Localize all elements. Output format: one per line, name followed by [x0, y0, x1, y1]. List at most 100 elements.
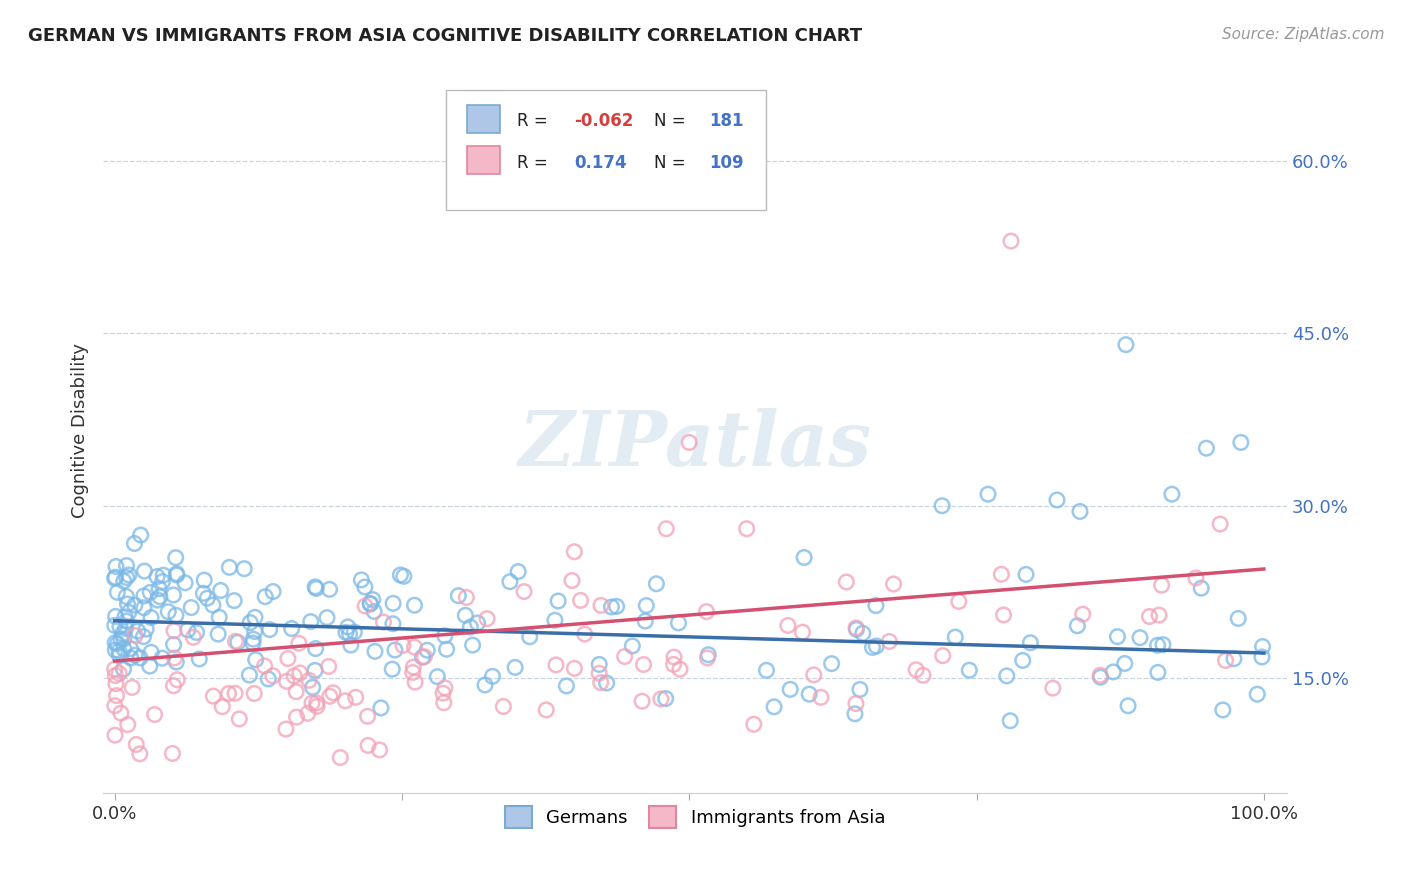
Point	[359, 597, 381, 611]
Point	[280, 622, 302, 636]
Point	[304, 664, 326, 678]
Point	[631, 694, 654, 708]
Point	[412, 650, 434, 665]
Point	[426, 670, 449, 684]
Point	[357, 739, 380, 753]
Text: 181: 181	[709, 112, 744, 130]
Point	[108, 644, 131, 658]
Point	[1071, 607, 1094, 622]
Point	[152, 568, 174, 582]
Point	[392, 639, 415, 653]
Point	[150, 651, 173, 665]
Point	[779, 682, 801, 697]
Point	[844, 706, 866, 721]
Bar	[467, 104, 499, 133]
Point	[152, 574, 174, 589]
Point	[467, 615, 489, 630]
Point	[1152, 638, 1174, 652]
Point	[381, 616, 404, 631]
Point	[132, 600, 155, 615]
Point	[124, 628, 146, 642]
Point	[905, 663, 928, 677]
Point	[650, 692, 672, 706]
Point	[165, 550, 187, 565]
Point	[977, 487, 1000, 501]
Point	[555, 679, 578, 693]
Point	[943, 630, 966, 644]
Point	[1185, 571, 1208, 585]
Point	[862, 640, 884, 655]
Point	[1115, 337, 1137, 351]
Point	[1139, 609, 1161, 624]
Point	[1161, 487, 1184, 501]
Point	[301, 681, 323, 695]
Point	[993, 607, 1015, 622]
Point	[135, 622, 157, 636]
Point	[1042, 681, 1064, 695]
Point	[104, 570, 127, 584]
Point	[335, 625, 357, 640]
Point	[316, 610, 339, 624]
Point	[208, 610, 231, 624]
Point	[233, 562, 256, 576]
Point	[1215, 653, 1237, 667]
Point	[104, 609, 127, 624]
Point	[254, 590, 277, 604]
Point	[115, 590, 138, 604]
Point	[207, 627, 229, 641]
Point	[392, 569, 415, 583]
Point	[454, 608, 477, 623]
Point	[460, 620, 482, 634]
Point	[461, 638, 484, 652]
Point	[404, 640, 426, 654]
Point	[363, 604, 385, 618]
Point	[224, 593, 246, 607]
Point	[186, 625, 208, 640]
Point	[735, 522, 758, 536]
Point	[404, 675, 426, 690]
Point	[157, 605, 180, 619]
Legend: Germans, Immigrants from Asia: Germans, Immigrants from Asia	[498, 798, 893, 835]
Point	[104, 677, 127, 691]
Point	[115, 614, 138, 628]
Point	[475, 612, 498, 626]
Point	[1090, 668, 1112, 682]
Point	[799, 687, 821, 701]
Point	[165, 608, 187, 623]
Point	[883, 577, 905, 591]
Point	[242, 636, 264, 650]
Point	[112, 641, 135, 656]
Point	[655, 522, 678, 536]
Point	[1011, 653, 1033, 667]
Point	[350, 573, 373, 587]
Point	[344, 690, 367, 705]
Point	[188, 652, 211, 666]
Point	[120, 641, 142, 656]
Point	[1227, 611, 1250, 625]
Point	[589, 599, 612, 613]
Point	[115, 570, 138, 584]
Point	[224, 634, 246, 648]
Point	[146, 569, 169, 583]
Point	[257, 672, 280, 686]
Point	[343, 625, 366, 640]
Point	[562, 545, 585, 559]
Point	[118, 568, 141, 582]
Point	[633, 657, 655, 672]
Point	[1107, 630, 1129, 644]
Point	[298, 673, 321, 688]
Point	[1251, 650, 1274, 665]
Point	[243, 686, 266, 700]
Point	[201, 598, 224, 612]
Point	[104, 559, 127, 574]
Point	[125, 738, 148, 752]
Point	[243, 610, 266, 624]
Point	[299, 615, 322, 629]
Point	[389, 568, 412, 582]
Point	[792, 625, 814, 640]
Point	[245, 653, 267, 667]
Point	[117, 717, 139, 731]
Point	[574, 627, 596, 641]
Point	[513, 584, 536, 599]
Point	[120, 651, 142, 665]
